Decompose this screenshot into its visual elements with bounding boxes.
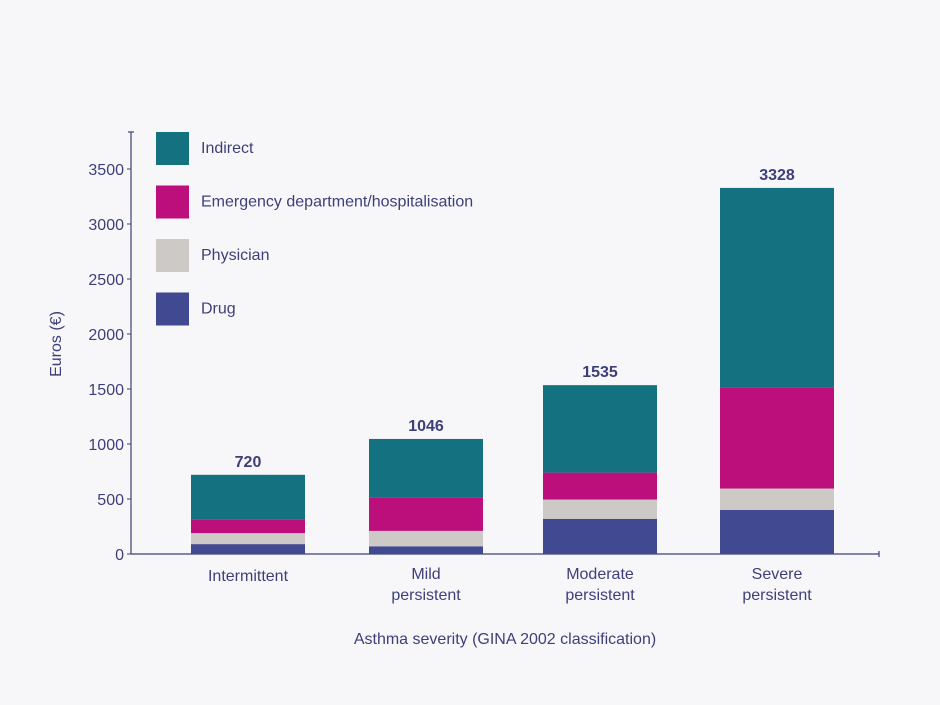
bar-segment-indirect — [191, 474, 305, 520]
legend-swatch — [156, 132, 189, 165]
total-labels: 720 1046 1535 3328 — [235, 167, 795, 471]
x-category-label: Mild persistent — [391, 566, 461, 604]
legend-label: Physician — [201, 247, 269, 264]
bar-segment-drug — [720, 510, 834, 554]
y-tick-label: 1500 — [88, 382, 124, 399]
bar-segment-indirect — [720, 187, 834, 388]
y-tick-label: 2500 — [88, 272, 124, 289]
legend-label: Drug — [201, 301, 236, 318]
y-tick-label: 500 — [97, 492, 124, 509]
bar-segment-indirect — [369, 438, 483, 498]
bar-segment-drug — [369, 546, 483, 554]
bar-total-label: 720 — [235, 454, 262, 471]
y-tick-label: 2000 — [88, 327, 124, 344]
x-category-label-line: Severe — [752, 566, 803, 583]
x-category-label-line: persistent — [391, 587, 461, 604]
y-tick-label: 3000 — [88, 217, 124, 234]
legend-label: Indirect — [201, 140, 254, 157]
y-tick-label: 0 — [115, 547, 124, 564]
bar-segment-emergency-department-hospitalisation — [369, 497, 483, 531]
y-axis-title: Euros (€) — [48, 311, 65, 377]
bar-segment-physician — [543, 499, 657, 519]
y-tick-label: 1000 — [88, 437, 124, 454]
legend: Indirect Emergency department/hospitalisa… — [156, 132, 473, 326]
y-tick-label: 3500 — [88, 162, 124, 179]
x-category-label: Intermittent — [208, 568, 289, 585]
x-category-label-line: persistent — [742, 587, 812, 604]
x-category-label-line: Intermittent — [208, 568, 289, 585]
x-category-label: Severe persistent — [742, 566, 812, 604]
bar-total-label: 1535 — [582, 364, 618, 381]
legend-label: Emergency department/hospitalisation — [201, 194, 473, 211]
bar-segment-physician — [191, 533, 305, 545]
legend-swatch — [156, 239, 189, 272]
bar-segment-physician — [720, 488, 834, 510]
bar-segment-emergency-department-hospitalisation — [543, 472, 657, 500]
x-category-label-line: Moderate — [566, 566, 634, 583]
bars — [191, 187, 834, 554]
bar-segment-drug — [543, 518, 657, 554]
x-category-label: Moderate persistent — [565, 566, 635, 604]
bar-segment-indirect — [543, 385, 657, 473]
bar-total-label: 3328 — [759, 167, 795, 184]
x-axis-title: Asthma severity (GINA 2002 classificatio… — [354, 631, 656, 648]
x-category-label-line: persistent — [565, 587, 635, 604]
bar-total-label: 1046 — [408, 418, 444, 435]
legend-swatch — [156, 292, 189, 326]
legend-swatch — [156, 185, 189, 219]
axes: 0 500 1000 1500 2000 2500 3000 3500 Intermittent… — [88, 131, 880, 604]
bar-segment-emergency-department-hospitalisation — [720, 387, 834, 489]
x-category-label-line: Mild — [411, 566, 440, 583]
bar-segment-physician — [369, 530, 483, 547]
bar-segment-emergency-department-hospitalisation — [191, 519, 305, 534]
bar-segment-drug — [191, 544, 305, 554]
